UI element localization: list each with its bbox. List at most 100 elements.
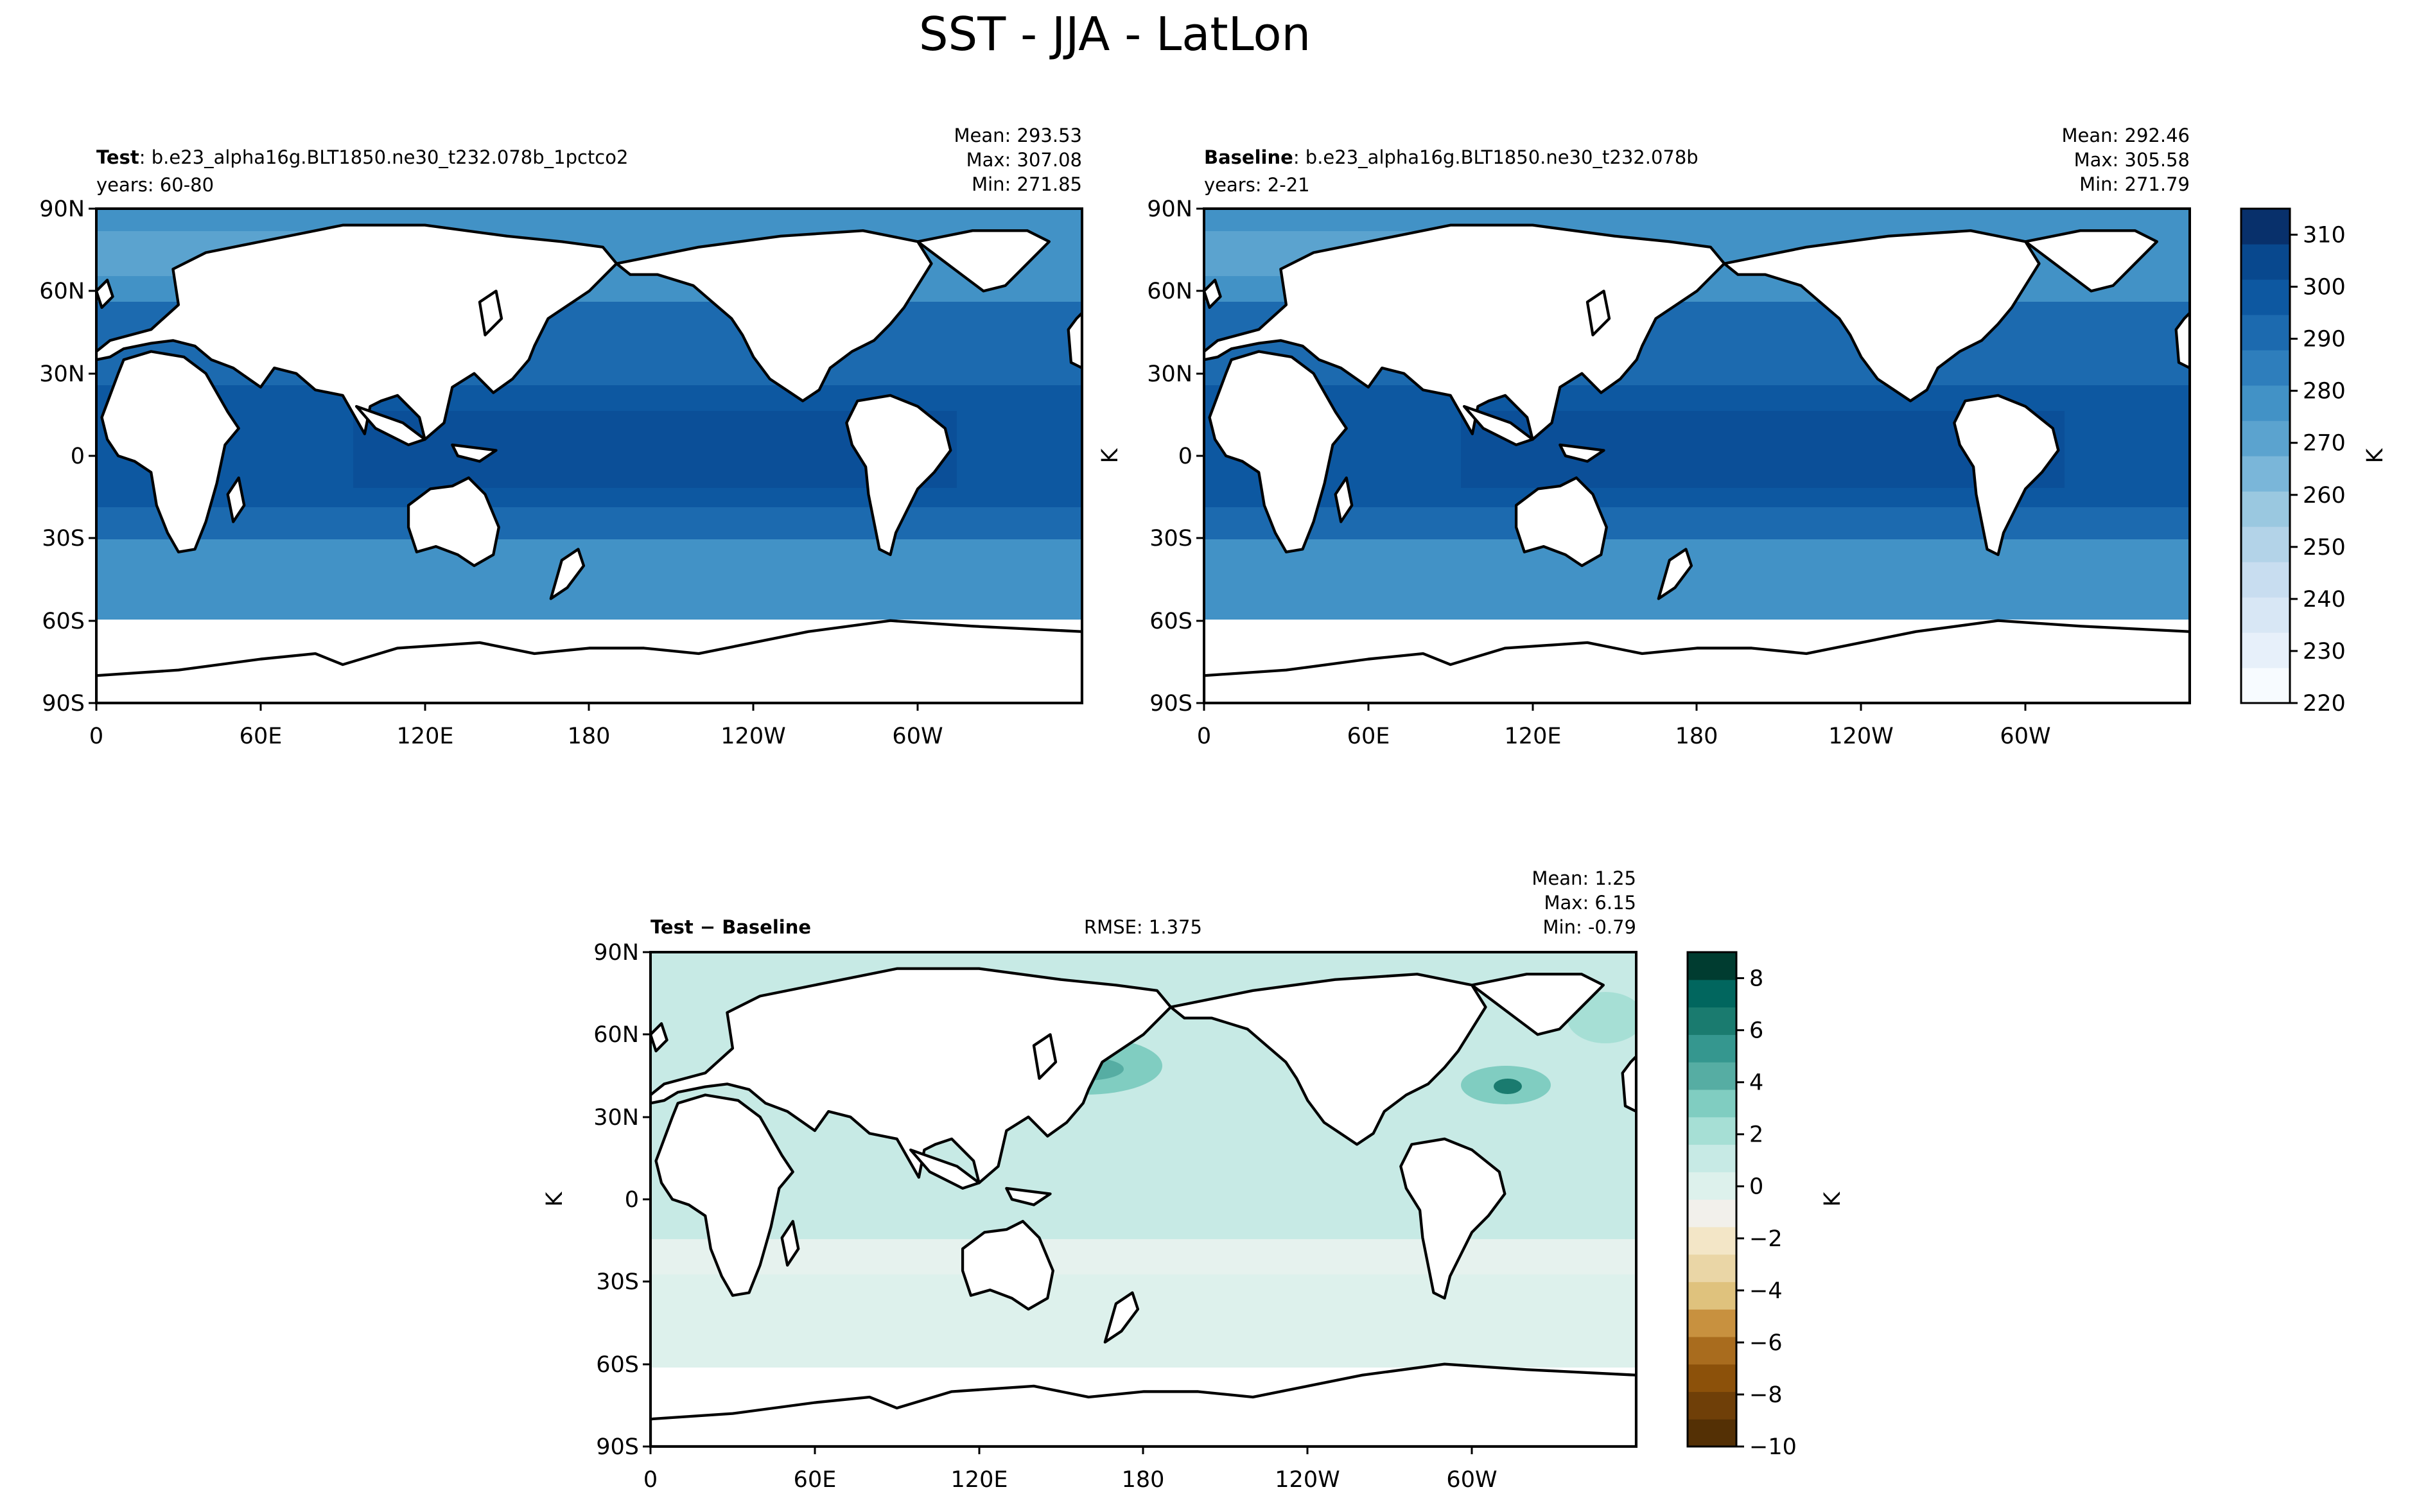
diff-colorbar-tick-label-4: −2 <box>1749 1226 1783 1252</box>
main-colorbar-tick-label-4: 260 <box>2303 483 2346 508</box>
test-ytick-0: 0 <box>71 444 85 469</box>
eurasia <box>1204 223 1726 441</box>
main-colorbar-band-4 <box>2241 526 2290 562</box>
diff-x-axis: 0 60E 120E 180 120W 60W <box>643 1447 1498 1493</box>
diff-panel: Test − Baseline RMSE: 1.375 Mean: 1.25 M… <box>542 867 1637 1493</box>
diff-rmse: RMSE: 1.375 <box>1084 916 1202 938</box>
diff-colorbar-tick-label-1: −8 <box>1749 1382 1783 1408</box>
diff-y-axis-label: K <box>542 1191 568 1206</box>
new-zealand <box>549 548 586 600</box>
antarctica <box>651 1362 1636 1447</box>
diff-gulf-stream-anomaly-core <box>1494 1079 1522 1094</box>
europe-east <box>1621 1055 1636 1113</box>
greenland <box>1471 973 1605 1036</box>
diff-colorbar-band-3 <box>1688 1336 1736 1365</box>
baseline-xtick-180: 180 <box>1675 724 1718 749</box>
diff-colorbar-band-16 <box>1688 979 1736 1008</box>
test-continents <box>96 223 1082 703</box>
diff-colorbar-band-1 <box>1688 1391 1736 1420</box>
africa <box>100 350 240 553</box>
diff-colorbar-band-8 <box>1688 1199 1736 1228</box>
diff-colorbar: −10 −8 −6 −4 −2 0 2 4 6 8 K <box>1686 951 1846 1460</box>
main-colorbar-band-2 <box>2241 597 2290 633</box>
diff-colorbar-band-10 <box>1688 1144 1736 1172</box>
antarctica <box>1204 619 2190 703</box>
test-xtick-60e: 60E <box>240 724 283 749</box>
diff-max: Max: 6.15 <box>1544 892 1636 914</box>
north-america <box>1723 229 2041 403</box>
main-colorbar-tick-label-7: 290 <box>2303 327 2346 352</box>
main-colorbar-tick-label-2: 240 <box>2303 587 2346 613</box>
australia <box>406 476 500 568</box>
diff-colorbar-tick-label-8: 6 <box>1749 1018 1763 1044</box>
diff-xtick-60w: 60W <box>1446 1467 1497 1493</box>
japan <box>1585 290 1611 336</box>
diff-y-axis: 90N 60N 30N 0 30S 60S 90S <box>593 940 651 1460</box>
baseline-y-axis-label: K <box>1097 448 1123 463</box>
diff-ytick-30n: 30N <box>593 1105 639 1131</box>
diff-xtick-180: 180 <box>1122 1467 1165 1493</box>
diff-ytick-90n: 90N <box>593 940 639 966</box>
diff-colorbar-label: K <box>1820 1191 1846 1206</box>
new-guinea <box>1005 1186 1052 1206</box>
diff-colorbar-frame <box>1686 951 1738 1448</box>
diff-ytick-30s: 30S <box>596 1269 639 1295</box>
test-years: years: 60-80 <box>96 174 214 196</box>
main-colorbar-tick-label-1: 230 <box>2303 639 2346 665</box>
north-america <box>615 229 933 403</box>
diff-colorbar-tick-label-3: −4 <box>1749 1278 1783 1304</box>
test-max: Max: 307.08 <box>966 149 1082 171</box>
test-continent-outlines <box>96 223 1082 703</box>
baseline-xtick-120e: 120E <box>1505 724 1562 749</box>
japan <box>1032 1033 1058 1080</box>
main-colorbar-band-8 <box>2241 385 2290 421</box>
test-panel: Test: b.e23_alpha16g.BLT1850.ne30_t232.0… <box>39 125 1083 749</box>
diff-xtick-120w: 120W <box>1275 1467 1340 1493</box>
test-label-bold: Test <box>96 146 139 168</box>
baseline-ytick-60s: 60S <box>1149 609 1192 634</box>
main-colorbar-tick-label-8: 300 <box>2303 275 2346 300</box>
uk <box>1204 279 1222 309</box>
baseline-ytick-60n: 60N <box>1147 279 1192 304</box>
baseline-ytick-90s: 90S <box>1149 691 1192 717</box>
main-colorbar-tick-label-5: 270 <box>2303 431 2346 456</box>
baseline-mean: Mean: 292.46 <box>2062 125 2190 146</box>
diff-colorbar-band-13 <box>1688 1062 1736 1090</box>
baseline-continent-outlines <box>1204 223 2190 703</box>
test-mean: Mean: 293.53 <box>954 125 1082 146</box>
test-ytick-60n: 60N <box>39 279 85 304</box>
diff-colorbar-band-11 <box>1688 1117 1736 1145</box>
diff-colorbar-tick-label-9: 8 <box>1749 966 1763 992</box>
test-x-axis: 0 60E 120E 180 120W 60W <box>89 703 943 749</box>
main-colorbar-band-1 <box>2241 632 2290 668</box>
uk <box>651 1022 668 1053</box>
diff-ytick-90s: 90S <box>596 1434 639 1460</box>
diff-ytick-60n: 60N <box>593 1022 639 1048</box>
new-zealand <box>1657 548 1693 600</box>
main-colorbar-tick-label-0: 220 <box>2303 691 2346 717</box>
indonesia <box>1462 404 1534 447</box>
diff-ytick-0: 0 <box>625 1187 639 1213</box>
test-min: Min: 271.85 <box>972 173 1082 195</box>
test-ytick-60s: 60S <box>42 609 85 634</box>
diff-xtick-60e: 60E <box>794 1467 837 1493</box>
baseline-xtick-0: 0 <box>1197 724 1211 749</box>
diff-colorbar-band-6 <box>1688 1254 1736 1282</box>
main-colorbar-tick-label-6: 280 <box>2303 379 2346 404</box>
madagascar <box>226 476 246 523</box>
main-colorbar-band-13 <box>2241 209 2290 245</box>
diff-colorbar-band-2 <box>1688 1364 1736 1393</box>
madagascar <box>780 1220 800 1267</box>
test-xtick-120e: 120E <box>397 724 454 749</box>
baseline-xtick-60e: 60E <box>1347 724 1390 749</box>
diff-continent-outlines <box>651 967 1636 1447</box>
svg-text:Test: b.e23_alpha16g.BLT1850.n: Test: b.e23_alpha16g.BLT1850.ne30_t232.0… <box>96 146 628 168</box>
baseline-xtick-120w: 120W <box>1828 724 1893 749</box>
diff-colorbar-band-9 <box>1688 1172 1736 1200</box>
main-colorbar-band-11 <box>2241 279 2290 315</box>
australia <box>961 1220 1054 1311</box>
test-xtick-60w: 60W <box>892 724 943 749</box>
diff-min: Min: -0.79 <box>1543 916 1636 938</box>
new-guinea <box>1559 443 1605 463</box>
